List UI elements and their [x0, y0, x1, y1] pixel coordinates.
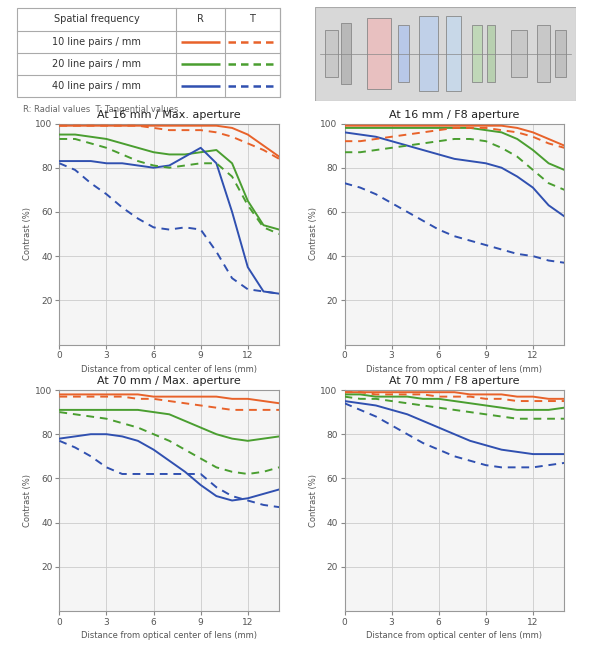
X-axis label: Distance from optical center of lens (mm): Distance from optical center of lens (mm… — [81, 365, 257, 374]
Text: 40 line pairs / mm: 40 line pairs / mm — [52, 81, 141, 91]
X-axis label: Distance from optical center of lens (mm): Distance from optical center of lens (mm… — [81, 631, 257, 640]
Title: At 70 mm / Max. aperture: At 70 mm / Max. aperture — [97, 376, 241, 387]
Text: R: R — [197, 14, 204, 25]
Bar — [341, 23, 352, 84]
Title: At 70 mm / F8 aperture: At 70 mm / F8 aperture — [389, 376, 520, 387]
Bar — [419, 16, 438, 92]
Text: R: Radial values  T: Tangential values: R: Radial values T: Tangential values — [23, 105, 178, 114]
Bar — [367, 18, 391, 90]
Bar — [446, 16, 461, 92]
Title: At 16 mm / Max. aperture: At 16 mm / Max. aperture — [97, 110, 241, 120]
Bar — [399, 25, 409, 82]
Bar — [537, 25, 550, 82]
Text: 20 line pairs / mm: 20 line pairs / mm — [52, 58, 141, 69]
Bar — [511, 30, 526, 77]
Title: At 16 mm / F8 aperture: At 16 mm / F8 aperture — [389, 110, 520, 120]
Bar — [472, 25, 482, 82]
Y-axis label: Contrast (%): Contrast (%) — [23, 207, 33, 261]
Bar — [555, 30, 565, 77]
Y-axis label: Contrast (%): Contrast (%) — [308, 207, 318, 261]
X-axis label: Distance from optical center of lens (mm): Distance from optical center of lens (mm… — [366, 631, 542, 640]
Bar — [326, 30, 339, 77]
Text: 10 line pairs / mm: 10 line pairs / mm — [52, 36, 141, 47]
Text: Spatial frequency: Spatial frequency — [53, 14, 140, 25]
Bar — [487, 25, 495, 82]
Y-axis label: Contrast (%): Contrast (%) — [308, 474, 318, 527]
Y-axis label: Contrast (%): Contrast (%) — [23, 474, 33, 527]
Text: T: T — [249, 14, 255, 25]
X-axis label: Distance from optical center of lens (mm): Distance from optical center of lens (mm… — [366, 365, 542, 374]
